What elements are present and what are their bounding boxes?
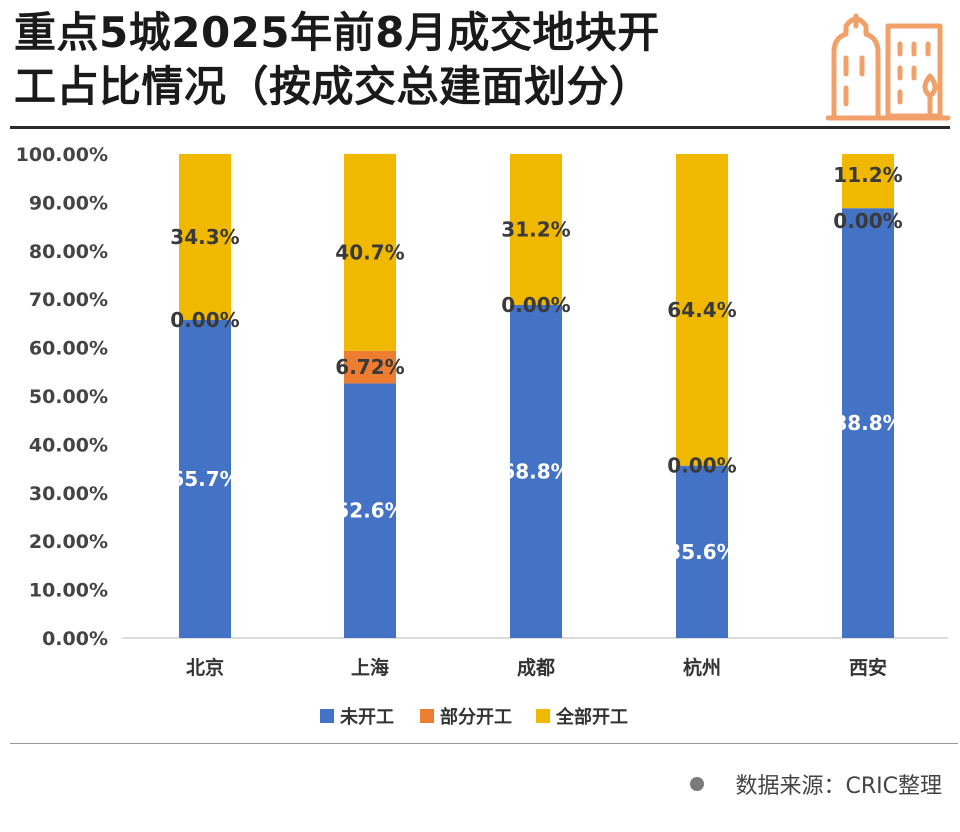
data-label: 0.00% (667, 454, 736, 478)
category-label: 杭州 (683, 656, 721, 679)
y-tick-label: 10.00% (29, 580, 108, 602)
data-label: 65.7% (170, 467, 239, 491)
chart-title: 重点5城2025年前8月成交地块开 工占比情况（按成交总建面划分） (14, 6, 834, 114)
source-text: 数据来源：CRIC整理 (735, 774, 943, 799)
data-label: 0.00% (833, 209, 902, 233)
bar-segment (179, 320, 231, 638)
data-label: 0.00% (170, 308, 239, 332)
bar-segment (510, 305, 562, 638)
bar-segment (842, 208, 894, 638)
data-label: 40.7% (335, 240, 404, 264)
y-tick-label: 50.00% (29, 386, 108, 408)
data-label: 88.8% (833, 411, 902, 435)
data-label: 31.2% (501, 218, 570, 242)
footer-rule (10, 743, 958, 744)
bar-segment (676, 154, 728, 466)
y-tick-label: 0.00% (42, 628, 108, 650)
category-label: 上海 (351, 656, 389, 679)
y-tick-label: 80.00% (29, 241, 108, 263)
category-label: 成都 (517, 656, 555, 679)
legend-label: 部分开工 (440, 706, 512, 728)
bar-segment (344, 153, 396, 351)
bar-segment (510, 154, 562, 306)
bullet-dot-icon (689, 777, 704, 791)
y-tick-label: 60.00% (29, 338, 108, 360)
y-tick-label: 100.00% (16, 144, 108, 166)
legend: 未开工 部分开工 全部开工 (320, 706, 628, 728)
title-line-1: 重点5城2025年前8月成交地块开 (14, 8, 660, 57)
category-label: 北京 (186, 656, 224, 679)
data-label: 11.2% (833, 163, 902, 187)
source-note: 数据来源：CRIC整理 (689, 768, 943, 800)
y-tick-label: 30.00% (29, 483, 108, 505)
data-label: 0.00% (501, 293, 570, 317)
bar-segment (344, 383, 396, 638)
bar-segment (179, 154, 231, 321)
data-label: 6.72% (335, 355, 404, 379)
y-tick-label: 20.00% (29, 531, 108, 553)
data-label: 64.4% (667, 298, 736, 322)
category-label: 西安 (849, 656, 887, 679)
data-labels: 65.7% 0.00% 34.3% 52.6% 6.72% 40.7% 68.8% 0.00%… (170, 163, 902, 564)
data-label: 35.6% (667, 540, 736, 564)
y-axis: 0.00% 10.00% 20.00% 30.00% 40.00% 50.00% 60.00… (16, 144, 108, 650)
bar-segment (344, 350, 396, 384)
legend-swatch (320, 709, 334, 723)
bars (179, 153, 894, 638)
title-line-2: 工占比情况（按成交总建面划分） (14, 62, 652, 111)
y-tick-label: 70.00% (29, 289, 108, 311)
header-rule (10, 126, 950, 129)
legend-label: 未开工 (340, 707, 394, 728)
data-label: 52.6% (335, 499, 404, 523)
legend-swatch (536, 709, 550, 723)
bar-segment (842, 154, 894, 209)
legend-swatch (420, 709, 434, 723)
data-label: 68.8% (501, 460, 570, 484)
bar-segment (676, 465, 728, 638)
x-axis: 北京 上海 成都 杭州 西安 (186, 656, 887, 679)
y-tick-label: 90.00% (29, 192, 108, 214)
buildings-icon (826, 13, 951, 121)
stacked-bar-chart: 0.00% 10.00% 20.00% 30.00% 40.00% 50.00% 60.00… (16, 144, 948, 728)
data-label: 34.3% (170, 225, 239, 249)
y-tick-label: 40.00% (29, 434, 108, 456)
legend-label: 全部开工 (555, 706, 628, 728)
